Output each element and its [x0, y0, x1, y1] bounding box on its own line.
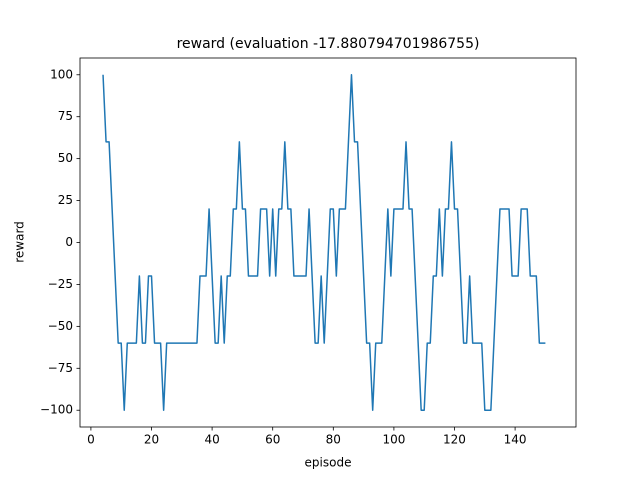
x-axis-label: episode: [305, 456, 352, 470]
x-tick-label: 100: [382, 433, 405, 447]
x-tick-label: 20: [144, 433, 159, 447]
x-tick-label: 60: [265, 433, 280, 447]
x-tick-label: 0: [87, 433, 95, 447]
y-tick-label: 50: [58, 151, 73, 165]
x-tick-label: 80: [326, 433, 341, 447]
y-tick-label: 75: [58, 109, 73, 123]
chart-title: reward (evaluation -17.880794701986755): [177, 36, 480, 52]
y-tick-label: 25: [58, 193, 73, 207]
x-tick-label: 140: [504, 433, 527, 447]
y-tick-label: −75: [48, 361, 73, 375]
y-tick-label: −100: [40, 403, 73, 417]
y-tick-label: −25: [48, 277, 73, 291]
y-tick-label: 0: [65, 235, 73, 249]
y-tick-label: 100: [50, 67, 73, 81]
x-tick-label: 120: [443, 433, 466, 447]
y-axis-label: reward: [13, 221, 27, 263]
y-tick-label: −50: [48, 319, 73, 333]
data-line: [102, 74, 546, 411]
x-tick-label: 40: [204, 433, 219, 447]
